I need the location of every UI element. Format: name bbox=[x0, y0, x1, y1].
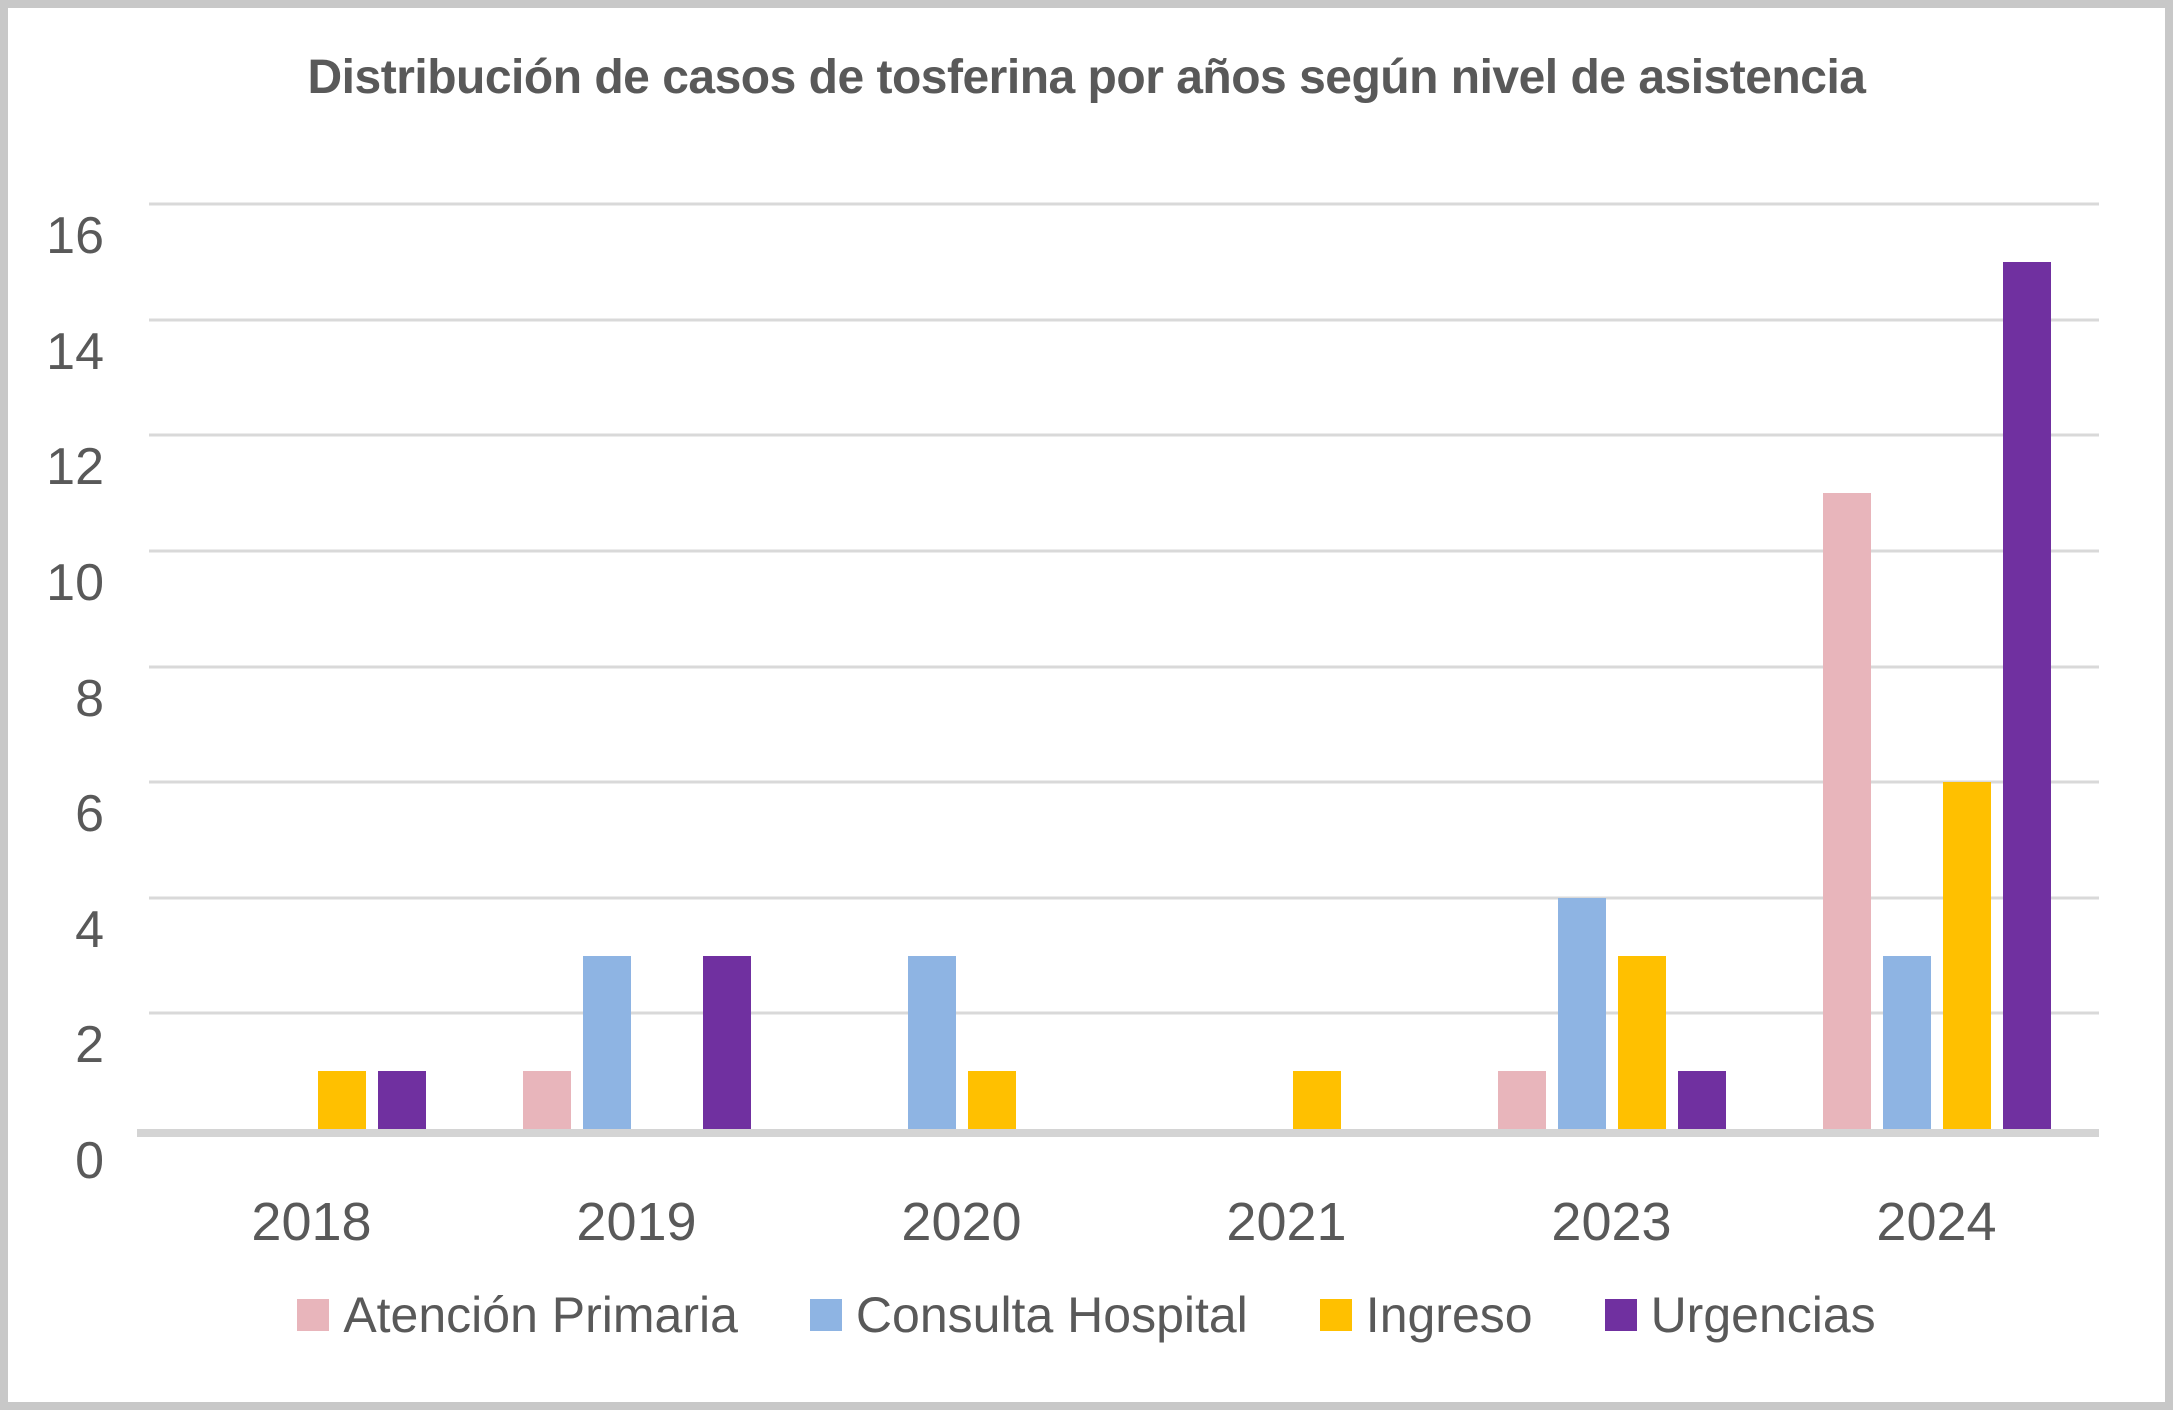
legend-label: Ingreso bbox=[1365, 1287, 1533, 1343]
bar bbox=[582, 955, 631, 1129]
bar-slot bbox=[582, 204, 631, 1129]
gridline bbox=[149, 433, 2099, 437]
bar bbox=[1882, 955, 1931, 1129]
legend: Atención Primaria Consulta Hospital Ingres… bbox=[8, 1286, 2165, 1344]
bar-group bbox=[1774, 204, 2099, 1129]
y-tick-label: 16 bbox=[46, 207, 104, 265]
bar-slot bbox=[1233, 204, 1281, 1129]
legend-item: Urgencias bbox=[1604, 1286, 1876, 1344]
y-tick-label: 2 bbox=[75, 1016, 104, 1075]
legend-label: Atención Primaria bbox=[343, 1287, 738, 1343]
gridline bbox=[149, 780, 2099, 784]
y-axis-labels: 0 2 4 6 8 10 12 14 16 bbox=[46, 204, 2099, 1190]
bar-slot bbox=[1942, 204, 1991, 1129]
bar bbox=[522, 1071, 571, 1129]
bar bbox=[1942, 782, 1991, 1129]
bar bbox=[702, 955, 751, 1129]
y-tick-label: 4 bbox=[75, 900, 104, 959]
x-tick-label: 2021 bbox=[1226, 1192, 1347, 1252]
bar bbox=[377, 1071, 426, 1129]
bar-slot bbox=[258, 204, 306, 1129]
y-tick-label: 6 bbox=[75, 785, 104, 844]
legend-label: Urgencias bbox=[1650, 1287, 1876, 1343]
bar-slot bbox=[1882, 204, 1931, 1129]
plot-area: 0 2 4 6 8 10 12 14 16 2018 2019 2020 2021 2023 2024 bbox=[46, 202, 2099, 1252]
y-tick-label: 12 bbox=[46, 438, 104, 497]
bar-slot bbox=[907, 204, 956, 1129]
legend-swatch bbox=[809, 1299, 842, 1331]
bar-slot bbox=[643, 204, 691, 1129]
bar-slot bbox=[1557, 204, 1606, 1129]
legend-swatch bbox=[1604, 1299, 1637, 1331]
bar bbox=[1497, 1071, 1546, 1129]
bar-slot bbox=[1677, 204, 1726, 1129]
bar-group bbox=[799, 204, 1124, 1129]
legend-label: Consulta Hospital bbox=[855, 1287, 1248, 1343]
legend-item: Consulta Hospital bbox=[809, 1286, 1248, 1344]
bar-group bbox=[1124, 204, 1449, 1129]
bar bbox=[967, 1071, 1016, 1129]
y-tick-label: 0 bbox=[75, 1132, 104, 1190]
legend-swatch bbox=[1319, 1299, 1352, 1331]
bar-slot bbox=[848, 204, 896, 1129]
legend-swatch bbox=[297, 1299, 330, 1331]
chart-title: Distribución de casos de tosferina por a… bbox=[307, 51, 1866, 104]
gridlines-layer bbox=[137, 202, 2099, 1137]
bar-slot bbox=[1028, 204, 1076, 1129]
bar-slot bbox=[1292, 204, 1341, 1129]
y-tick-label: 10 bbox=[46, 553, 104, 612]
bar bbox=[1617, 955, 1666, 1129]
bar-slot bbox=[198, 204, 246, 1129]
bar-group bbox=[149, 204, 474, 1129]
bar bbox=[1557, 897, 1606, 1129]
bar-slot bbox=[2002, 204, 2051, 1129]
bar-slot bbox=[702, 204, 751, 1129]
bar-slot bbox=[1353, 204, 1401, 1129]
bar-slot bbox=[317, 204, 366, 1129]
gridline bbox=[149, 896, 2099, 900]
bar-group bbox=[1449, 204, 1774, 1129]
bar bbox=[1677, 1071, 1726, 1129]
legend-item: Ingreso bbox=[1319, 1286, 1533, 1344]
bar-slot bbox=[1617, 204, 1666, 1129]
gridline bbox=[149, 665, 2099, 668]
bar bbox=[1822, 493, 1871, 1129]
bar bbox=[1292, 1071, 1341, 1129]
x-axis-labels: 2018 2019 2020 2021 2023 2024 bbox=[149, 1191, 2099, 1253]
gridline bbox=[149, 1011, 2099, 1015]
bar-group bbox=[474, 204, 799, 1129]
x-tick-label: 2023 bbox=[1551, 1192, 1672, 1252]
gridline bbox=[149, 549, 2099, 553]
bar-slot bbox=[1822, 204, 1871, 1129]
bars-layer bbox=[149, 204, 2099, 1129]
gridline bbox=[149, 318, 2099, 322]
x-tick-label: 2019 bbox=[576, 1192, 697, 1252]
x-axis-line bbox=[137, 1129, 2099, 1137]
x-tick-label: 2018 bbox=[251, 1192, 372, 1252]
bar-slot bbox=[1173, 204, 1221, 1129]
bar bbox=[2002, 261, 2051, 1129]
x-tick-label: 2024 bbox=[1876, 1192, 1997, 1252]
legend-item: Atención Primaria bbox=[297, 1286, 738, 1344]
y-tick-label: 14 bbox=[46, 322, 104, 381]
bar-slot bbox=[377, 204, 426, 1129]
x-tick-label: 2020 bbox=[901, 1192, 1022, 1252]
bar-slot bbox=[522, 204, 571, 1129]
bar bbox=[317, 1071, 366, 1129]
bar-slot bbox=[967, 204, 1016, 1129]
bar-slot bbox=[1497, 204, 1546, 1129]
gridline bbox=[149, 202, 2099, 206]
bar bbox=[907, 955, 956, 1129]
y-tick-label: 8 bbox=[75, 669, 104, 728]
